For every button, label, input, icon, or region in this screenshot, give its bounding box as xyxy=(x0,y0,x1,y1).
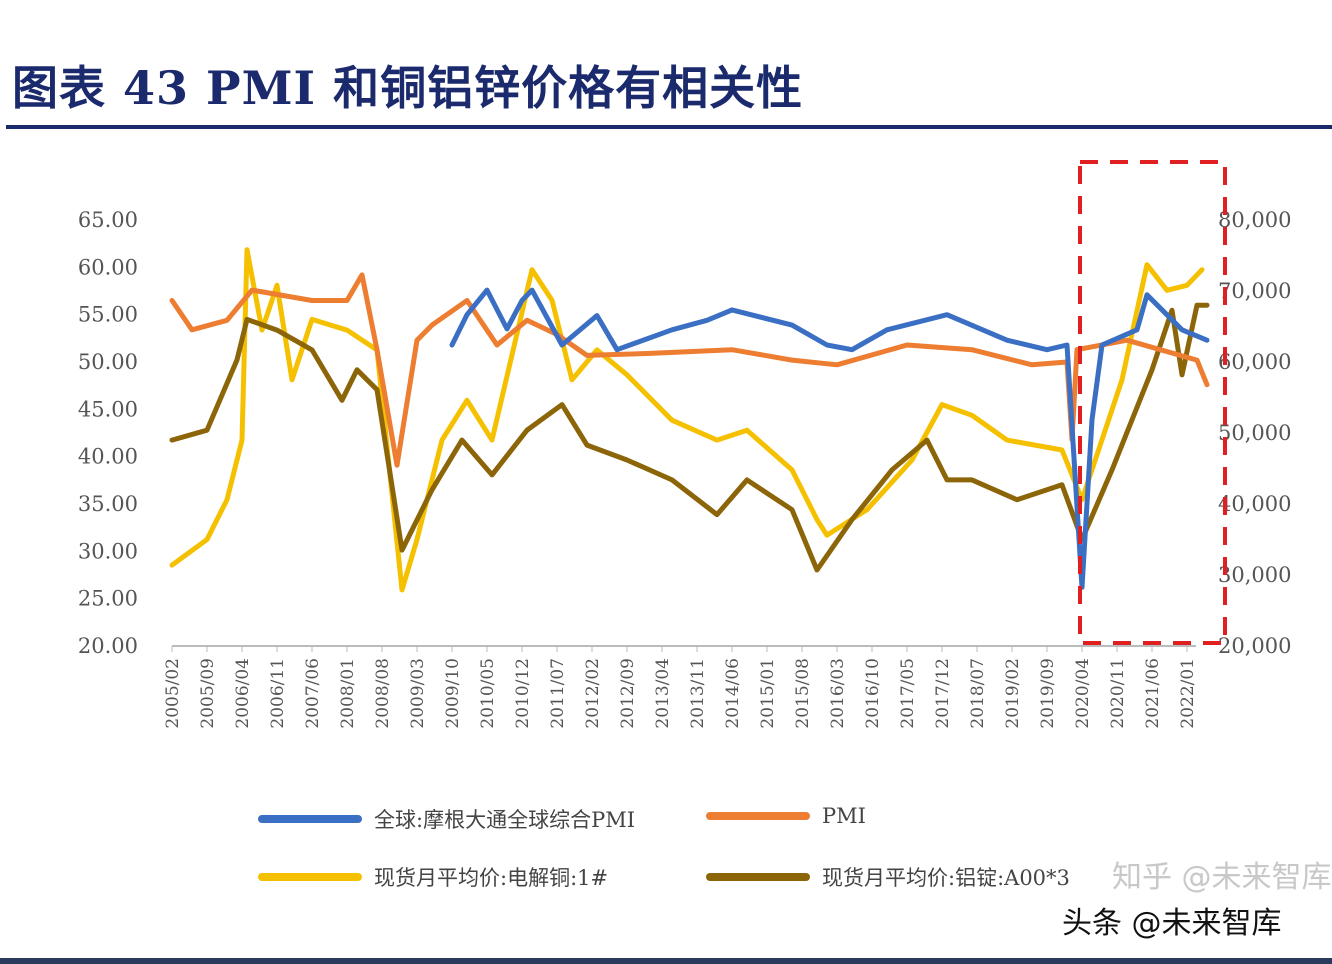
y-left-tick-label: 65.00 xyxy=(78,208,138,232)
series-line-3 xyxy=(169,302,1210,573)
legend-item-global-pmi: 全球:摩根大通全球综合PMI xyxy=(258,804,635,834)
x-tick-label: 2020/04 xyxy=(1073,658,1093,729)
x-tick-label: 2015/01 xyxy=(758,658,778,729)
y-right-tick-label: 80,000 xyxy=(1218,208,1291,232)
y-left-tick-label: 20.00 xyxy=(78,634,138,658)
y-left-tick-label: 45.00 xyxy=(78,397,138,421)
legend-label: PMI xyxy=(822,804,866,828)
y-left-tick-label: 40.00 xyxy=(78,445,138,469)
x-tick-label: 2008/01 xyxy=(338,658,358,729)
legend-swatch xyxy=(258,815,362,823)
x-tick-label: 2010/12 xyxy=(513,658,533,729)
x-tick-label: 2012/09 xyxy=(618,658,638,729)
x-tick-label: 2017/12 xyxy=(933,658,953,729)
x-tick-label: 2009/03 xyxy=(408,658,428,729)
x-tick-label: 2015/08 xyxy=(793,658,813,729)
legend-item-aluminum: 现货月平均价:铝锭:A00*3 xyxy=(706,862,1070,892)
legend-swatch xyxy=(258,873,362,881)
y-right-tick-label: 30,000 xyxy=(1218,563,1291,587)
x-tick-label: 2022/01 xyxy=(1178,658,1198,729)
x-tick-label: 2018/07 xyxy=(968,658,988,729)
title-rule xyxy=(6,125,1332,129)
y-right-tick-label: 60,000 xyxy=(1218,350,1291,374)
series-line-0 xyxy=(449,287,1210,590)
x-tick-label: 2016/10 xyxy=(863,658,883,729)
x-tick-label: 2020/11 xyxy=(1108,658,1128,729)
y-left-tick-label: 25.00 xyxy=(78,587,138,611)
x-tick-label: 2005/02 xyxy=(163,658,183,729)
x-tick-label: 2006/04 xyxy=(233,658,253,729)
y-right-tick-label: 40,000 xyxy=(1218,492,1291,516)
y-right-tick-label: 20,000 xyxy=(1218,634,1291,658)
x-tick-label: 2014/06 xyxy=(723,658,743,729)
chart: 2005/02 2005/09 2006/04 2006/11 2007/06 2008/… xyxy=(78,160,1291,729)
highlight-box xyxy=(1078,160,1227,645)
x-tick-label: 2013/04 xyxy=(653,658,673,729)
legend-item-copper: 现货月平均价:电解铜:1# xyxy=(258,862,608,892)
legend-swatch xyxy=(706,812,810,820)
x-tick-label: 2019/09 xyxy=(1038,658,1058,729)
x-tick-label: 2009/10 xyxy=(443,658,463,729)
series-line-1 xyxy=(169,272,1210,468)
bottom-rule xyxy=(0,958,1332,964)
y-left-tick-label: 30.00 xyxy=(78,539,138,563)
legend-item-pmi: PMI xyxy=(706,804,866,828)
x-tick-label: 2007/06 xyxy=(303,658,323,729)
page-title: 图表 43 PMI 和铜铝锌价格有相关性 xyxy=(12,61,804,115)
legend-label: 现货月平均价:电解铜:1# xyxy=(374,866,609,890)
y-left-tick-label: 35.00 xyxy=(78,492,138,516)
x-tick-label: 2010/05 xyxy=(478,658,498,729)
x-tick-label: 2017/05 xyxy=(898,658,918,729)
x-tick-label: 2016/03 xyxy=(828,658,848,729)
legend-swatch xyxy=(706,873,810,881)
y-right-tick-label: 70,000 xyxy=(1218,279,1291,303)
legend-label: 全球:摩根大通全球综合PMI xyxy=(374,808,636,832)
series-line-2 xyxy=(169,247,1205,593)
watermark-toutiao: 头条 @未来智库 xyxy=(1062,906,1282,941)
x-tick-label: 2019/02 xyxy=(1003,658,1023,729)
x-tick-label: 2008/08 xyxy=(373,658,393,729)
watermark-zhihu: 知乎 @未来智库 xyxy=(1112,860,1332,895)
y-right-tick-label: 50,000 xyxy=(1218,421,1291,445)
x-tick-label: 2021/06 xyxy=(1143,658,1163,729)
x-tick-label: 2006/11 xyxy=(268,658,288,729)
x-tick-label: 2011/07 xyxy=(548,658,568,729)
y-left-tick-label: 50.00 xyxy=(78,350,138,374)
legend-label: 现货月平均价:铝锭:A00*3 xyxy=(822,866,1070,890)
x-tick-label: 2005/09 xyxy=(198,658,218,729)
x-tick-label: 2013/11 xyxy=(688,658,708,729)
y-left-tick-label: 55.00 xyxy=(78,303,138,327)
x-tick-label: 2012/02 xyxy=(583,658,603,729)
y-left-tick-label: 60.00 xyxy=(78,255,138,279)
